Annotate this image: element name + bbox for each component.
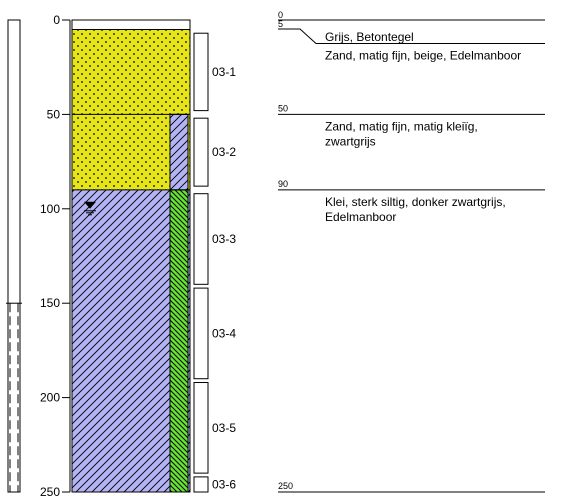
depth-tick-label: 250 xyxy=(40,485,60,496)
description-connector xyxy=(278,28,545,44)
well-diagram xyxy=(6,19,22,493)
layer-description: Zand, matig fijn, matig kleiïg, xyxy=(325,119,478,133)
layer-descriptions: 05 Grijs, Betontegel Zand, matig fijn, bei… xyxy=(278,10,545,493)
layer-description: Edelmanboor xyxy=(325,210,396,224)
depth-tick-label: 50 xyxy=(47,107,61,121)
depth-tick-label: 0 xyxy=(53,13,60,27)
depth-tick-label: 200 xyxy=(40,391,60,405)
layer-description: Zand, matig fijn, beige, Edelmanboor xyxy=(325,48,521,62)
sample-box xyxy=(193,117,209,187)
well-casing xyxy=(7,19,21,493)
sample-box xyxy=(193,32,209,112)
depth-tick-label: 100 xyxy=(40,202,60,216)
depth-label: 50 xyxy=(278,103,288,113)
sample-label: 03-1 xyxy=(212,65,236,79)
groundwater-triangle-icon xyxy=(84,201,96,209)
layer-1-fill xyxy=(72,20,190,30)
sample-label: 03-5 xyxy=(212,421,236,435)
layer-description: Klei, sterk siltig, donker zwartgrijs, xyxy=(325,195,506,209)
layer-description: Grijs, Betontegel xyxy=(325,30,414,44)
depth-label: 0 xyxy=(278,10,283,20)
sample-box xyxy=(193,381,209,474)
depth-label: 90 xyxy=(278,179,288,189)
side-column xyxy=(169,113,189,493)
sample-label: 03-3 xyxy=(212,232,236,246)
sample-box xyxy=(193,193,209,285)
sample-label: 03-2 xyxy=(212,145,236,159)
depth-label: 5 xyxy=(278,19,283,29)
sample-label: 03-6 xyxy=(212,477,236,491)
sample-box xyxy=(193,476,209,493)
depth-axis: 0 50 100 150 200 250 xyxy=(40,13,71,496)
layer-2-pattern xyxy=(72,29,190,115)
sample-column: 03-1 03-2 03-3 03-4 03-5 03-6 xyxy=(193,32,236,493)
layer-description: zwartgrijs xyxy=(325,134,376,148)
end-depth-label: 250 xyxy=(278,481,293,491)
sample-label: 03-4 xyxy=(212,326,236,340)
groundwater-level xyxy=(84,201,96,216)
depth-tick-label: 150 xyxy=(40,296,60,310)
side-segment-pattern xyxy=(169,113,189,191)
side-segment-pattern xyxy=(169,189,189,493)
sample-box xyxy=(193,287,209,380)
column-outline xyxy=(71,19,191,493)
